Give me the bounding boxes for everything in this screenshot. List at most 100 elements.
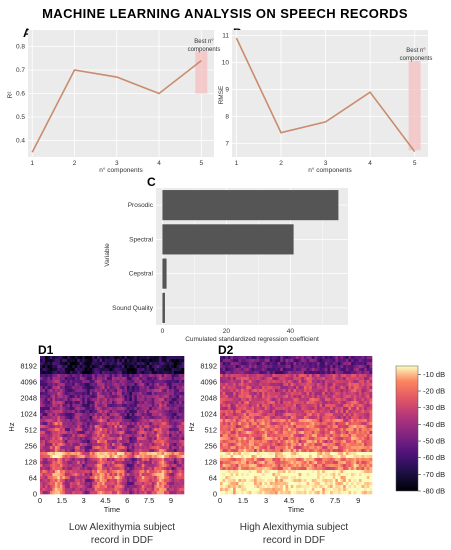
panel-d2-ytick: 4096 bbox=[200, 378, 217, 387]
svg-text:components: components bbox=[400, 56, 433, 62]
panel-a-r2-line bbox=[31, 59, 202, 153]
panel-a-best-highlight bbox=[195, 51, 208, 94]
panel-b-xtick: 1 bbox=[235, 160, 239, 167]
panel-d1-caption-line2: record in DDF bbox=[91, 535, 153, 546]
panel-a-xtick: 5 bbox=[200, 160, 204, 167]
panel-c-ylabel: Variable bbox=[104, 243, 111, 267]
panel-d2-ytick: 1024 bbox=[200, 410, 217, 419]
panel-d2-ytick: 0 bbox=[213, 490, 217, 499]
panel-d1-letter: D1 bbox=[38, 343, 54, 357]
panel-b-rmse-line bbox=[235, 37, 416, 153]
panel-c-category-label: Prosodic bbox=[128, 202, 154, 209]
panel-d2-caption-line2: record in DDF bbox=[263, 535, 325, 546]
panel-d1-ytick: 0 bbox=[33, 490, 37, 499]
panel-a-xtick: 4 bbox=[157, 160, 161, 167]
panel-b-grid bbox=[232, 30, 428, 157]
panel-d2-xtick: 7.5 bbox=[330, 496, 340, 505]
panel-b-best-highlight bbox=[408, 61, 421, 151]
panel-d2-heatmap bbox=[220, 356, 373, 495]
panel-a-ytick: 0.8 bbox=[16, 43, 25, 50]
panel-d2-xtick: 1.5 bbox=[238, 496, 248, 505]
bar-cepstral bbox=[162, 258, 167, 289]
panel-b-ytick: 11 bbox=[222, 32, 229, 39]
colorbar-tick: -80 dB bbox=[423, 487, 445, 496]
panel-d1-ytick: 1024 bbox=[20, 410, 37, 419]
panel-b-ytick: 8 bbox=[225, 113, 229, 120]
panel-d1-xtick: 9 bbox=[169, 496, 173, 505]
panel-d1-ylabel: Hz bbox=[7, 422, 16, 431]
panel-d1-ytick: 64 bbox=[29, 474, 37, 483]
svg-text:Best n°: Best n° bbox=[194, 39, 214, 45]
panel-c-bars bbox=[162, 190, 339, 323]
panel-c-xtick: 40 bbox=[287, 328, 295, 335]
panel-d1-heatmap bbox=[40, 356, 185, 495]
panel-c-xtick: 20 bbox=[223, 328, 231, 335]
panel-d1-ytick: 128 bbox=[24, 458, 37, 467]
panel-a-r2-chart: A 1 2 3 4 5 0.4 0.5 0.6 0.7 0.8 n° components R²… bbox=[7, 26, 220, 174]
panel-d1-xtick: 4.5 bbox=[100, 496, 110, 505]
panel-d2-xtick: 6 bbox=[310, 496, 314, 505]
panel-c-letter: C bbox=[147, 175, 156, 189]
svg-text:components: components bbox=[188, 47, 221, 53]
panel-d1-xtick: 0 bbox=[38, 496, 42, 505]
svg-text:Best n°: Best n° bbox=[406, 48, 426, 54]
panel-d1-ytick: 8192 bbox=[20, 362, 37, 371]
panel-d2-ytick: 2048 bbox=[200, 394, 217, 403]
panel-b-ytick: 9 bbox=[225, 86, 229, 93]
panel-a-ylabel: R² bbox=[7, 91, 14, 99]
panel-b-ytick: 10 bbox=[222, 59, 230, 66]
panel-a-annotation: Best n° components bbox=[188, 39, 221, 53]
panel-c-category-label: Sound Quality bbox=[112, 305, 154, 312]
bar-spectral bbox=[162, 224, 294, 255]
panel-c-category-label: Spectral bbox=[129, 236, 153, 243]
panel-b-ylabel: RMSE bbox=[218, 85, 225, 104]
panel-b-xtick: 5 bbox=[413, 160, 417, 167]
colorbar-tick: -40 dB bbox=[423, 420, 445, 429]
panel-d2-xtick: 0 bbox=[218, 496, 222, 505]
panel-d1-ytick: 256 bbox=[24, 442, 37, 451]
panel-b-xtick: 2 bbox=[279, 160, 283, 167]
panel-b-annotation: Best n° components bbox=[400, 48, 433, 62]
panel-d1-xlabel: Time bbox=[104, 505, 120, 514]
panel-a-ytick: 0.4 bbox=[16, 138, 25, 145]
panel-c-xlabel: Cumulated standardized regression coeffi… bbox=[185, 336, 319, 343]
panel-b-background bbox=[232, 30, 428, 157]
colorbar-gradient bbox=[395, 365, 419, 492]
colorbar-tick: -20 dB bbox=[423, 387, 445, 396]
panel-d2-ytick: 256 bbox=[204, 442, 217, 451]
panel-d2-letter: D2 bbox=[218, 343, 234, 357]
bar-prosodic bbox=[162, 190, 339, 221]
panel-d2-ylabel: Hz bbox=[187, 422, 196, 431]
panel-d1-ytick: 2048 bbox=[20, 394, 37, 403]
panel-a-xtick: 2 bbox=[73, 160, 77, 167]
panel-a-ytick: 0.6 bbox=[16, 91, 25, 98]
panel-b-xlabel: n° components bbox=[308, 166, 352, 174]
panel-d1-ytick: 512 bbox=[24, 426, 37, 435]
panel-b-xtick: 4 bbox=[368, 160, 372, 167]
panel-a-ytick: 0.5 bbox=[16, 114, 25, 121]
panel-d2-spectrogram: D2 8192 4096 2048 1024 512 256 128 64 0 0 1.5 3 4.5… bbox=[187, 343, 373, 546]
panel-a-ytick: 0.7 bbox=[16, 67, 25, 74]
panel-b-xtick: 3 bbox=[324, 160, 328, 167]
panel-d2-caption-line1: High Alexithymia subject bbox=[240, 522, 349, 533]
panel-d1-caption-line1: Low Alexithymia subject bbox=[69, 522, 175, 533]
panel-d2-ytick: 64 bbox=[209, 474, 217, 483]
panel-d2-xtick: 4.5 bbox=[284, 496, 294, 505]
panel-d2-ytick: 512 bbox=[204, 426, 217, 435]
figure-title: MACHINE LEARNING ANALYSIS ON SPEECH RECO… bbox=[42, 6, 408, 21]
colorbar-tick: -70 dB bbox=[423, 470, 445, 479]
colorbar-tick: -60 dB bbox=[423, 453, 445, 462]
panel-c-xtick: 0 bbox=[161, 328, 165, 335]
panel-d1-xtick: 3 bbox=[82, 496, 86, 505]
panel-a-xtick: 3 bbox=[115, 160, 119, 167]
colorbar-tick: -10 dB bbox=[423, 370, 445, 379]
panel-d2-xtick: 3 bbox=[264, 496, 268, 505]
panel-d1-xtick: 7.5 bbox=[144, 496, 154, 505]
panel-d2-ytick: 8192 bbox=[200, 362, 217, 371]
panel-d2-xtick: 9 bbox=[356, 496, 360, 505]
colorbar-tick: -50 dB bbox=[423, 437, 445, 446]
panel-d1-ytick: 4096 bbox=[20, 378, 37, 387]
panel-d2-ytick: 128 bbox=[204, 458, 217, 467]
